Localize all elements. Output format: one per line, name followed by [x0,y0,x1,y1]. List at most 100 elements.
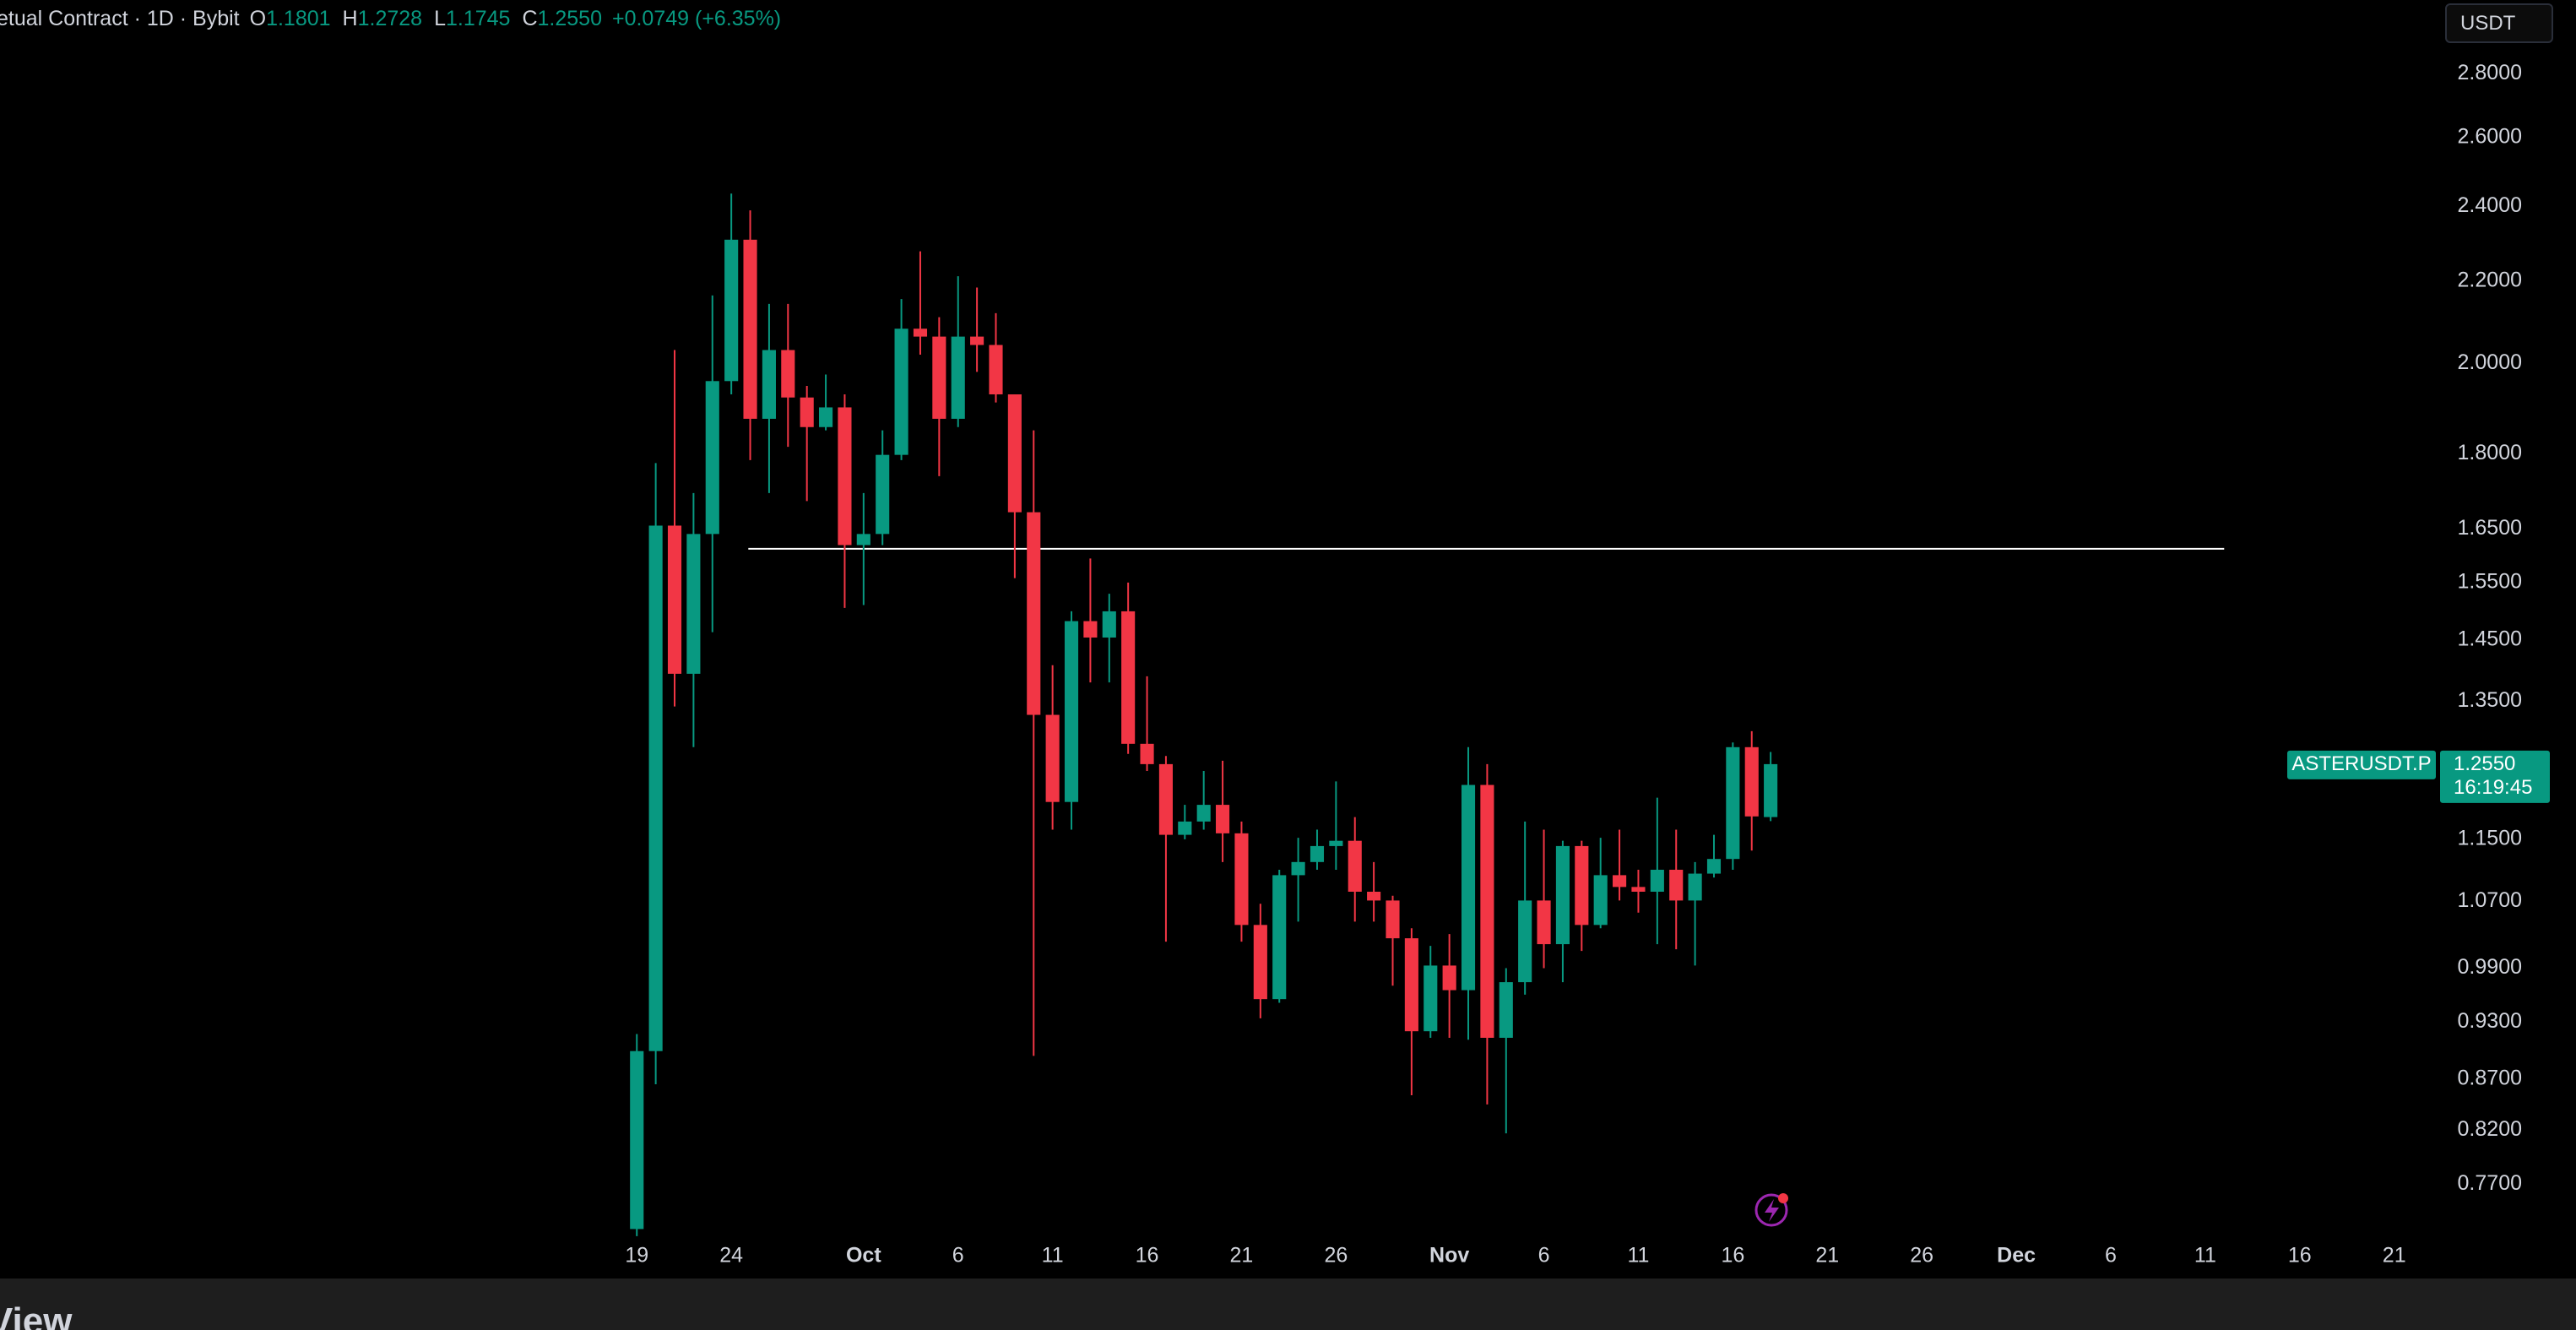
x-tick-label: 26 [1910,1244,1933,1268]
legend-key: C [522,7,538,30]
candle-body [1045,714,1060,802]
candle-body [1310,845,1325,862]
legend-value: 1.2728 [357,7,423,30]
y-tick-label: 1.8000 [2458,441,2522,464]
x-tick-label: 6 [1538,1244,1550,1268]
x-tick-label: Oct [846,1244,881,1268]
legend-title: etual Contract · 1D · Bybit [0,7,240,30]
y-tick-label: 2.6000 [2458,125,2522,149]
candle-body [1650,869,1664,892]
symbol-label-box [2287,750,2436,779]
candle-body [856,534,870,546]
x-tick-label: 21 [1230,1244,1254,1268]
candle-body [705,381,719,535]
candle-body [743,239,757,419]
candle-body [1253,925,1267,1000]
candle-body [1102,611,1116,638]
legend-change: +0.0749 (+6.35%) [611,7,782,30]
candle-body [932,336,946,419]
symbol-label: ASTERUSDT.P [2291,752,2431,775]
candle-body [1367,891,1381,901]
candle-body [667,525,682,674]
y-tick-label: 0.8200 [2458,1117,2522,1141]
x-tick-label: 11 [2194,1244,2216,1268]
chart: 2.8000 2.6000 2.4000 2.2000 2.0000 1.8000 1.65… [625,61,2550,1268]
candle-body [1404,938,1418,1032]
brand: View [0,1300,73,1330]
candle-body [1706,859,1722,874]
candle-body [1064,621,1079,802]
legend-values: O1.1801 H1.2728 L1.1745 C1.2550 [250,7,602,31]
legend-item: L1.1745 [434,7,510,31]
plot-area: 2.8000 2.6000 2.4000 2.2000 2.0000 1.8000 1.65… [625,61,2550,1268]
candle-body [989,345,1003,395]
alert-icon [1754,1193,1788,1227]
candle-body [819,407,833,427]
y-tick-label: 2.4000 [2458,193,2522,217]
legend: etual Contract · 1D · Bybit O1.1801 H1.27… [0,7,781,31]
candle-body [1158,763,1173,835]
legend-value: 1.1801 [266,7,331,30]
candle-body [1291,861,1305,876]
candle-body [1140,743,1154,764]
candle-body [781,350,795,398]
candle-body [913,328,928,337]
countdown-label: 16:19:45 [2454,776,2532,799]
legend-item: H1.2728 [343,7,423,31]
candle-body [1744,746,1759,817]
candle-body [724,239,739,382]
candle-body [1499,982,1513,1038]
candle-body [1178,821,1192,835]
candle-body [630,1050,644,1230]
candle-body [1669,869,1684,901]
x-tick-label: 16 [2288,1244,2312,1268]
y-tick-label: 0.8700 [2458,1067,2522,1090]
candle-body [1518,900,1532,983]
candle-body [1593,875,1608,926]
candle-body [1726,746,1740,860]
legend-key: L [434,7,446,30]
candle-body [894,328,908,455]
x-tick-label: 24 [719,1244,743,1268]
x-tick-label: 19 [625,1244,648,1268]
candle-body [1764,763,1778,817]
candle-body [800,397,814,427]
last-price-box [2440,750,2550,803]
candle-body [1555,845,1570,945]
x-tick-label: 11 [1042,1244,1064,1268]
legend-value: 1.2550 [537,7,602,30]
candle-body [1027,512,1041,715]
x-tick-label: Nov [1429,1244,1469,1268]
y-tick-label: 1.4500 [2458,627,2522,650]
candle-body [1461,784,1476,991]
candle-body [1272,875,1287,1000]
candle-body [762,350,776,419]
currency-button[interactable]: USDT [2445,3,2553,43]
legend-key: H [342,7,358,30]
y-tick-label: 1.3500 [2458,688,2522,712]
candle-body [1537,900,1551,945]
x-tick-label: 21 [2383,1244,2406,1268]
x-tick-label: 26 [1324,1244,1348,1268]
y-tick-label: 1.0700 [2458,888,2522,912]
x-tick-label: Dec [1997,1244,2036,1268]
candle-body [1007,394,1022,513]
y-tick-label: 1.6500 [2458,516,2522,540]
candle-body [1631,887,1646,892]
candle-body [1613,875,1627,888]
y-tick-label: 0.9300 [2458,1009,2522,1033]
candle-body [1575,845,1589,926]
candle-body [1234,833,1249,926]
legend-key: O [249,7,267,30]
y-tick-label: 2.0000 [2458,350,2522,374]
candle-body [970,336,984,345]
y-tick-label: 1.1500 [2458,827,2522,850]
x-tick-label: 6 [2105,1244,2117,1268]
candle-body [1442,965,1456,991]
candle-body [951,336,965,419]
candle-body [1424,965,1438,1032]
candle-body [1216,805,1230,833]
y-tick-label: 2.8000 [2458,61,2522,84]
footer-bar: View [0,1278,2576,1330]
